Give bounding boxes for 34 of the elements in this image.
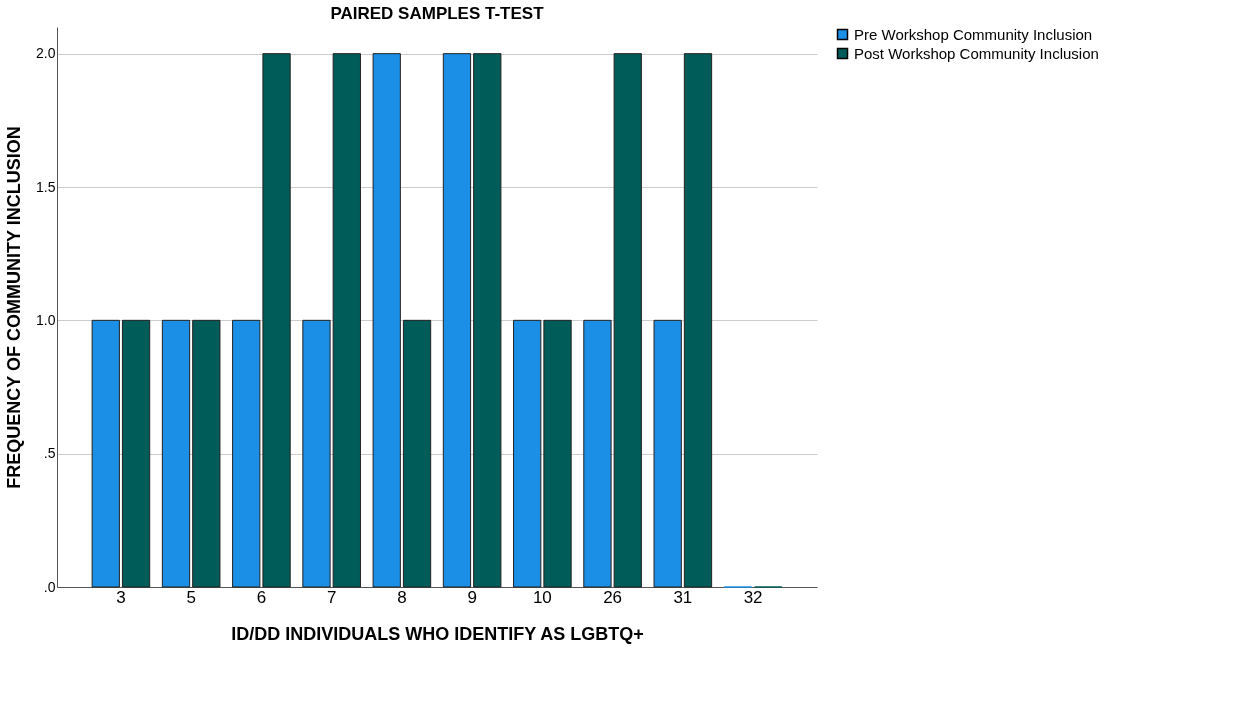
- bar: [332, 53, 361, 588]
- y-tick-label: .0: [43, 578, 56, 595]
- x-tick-label: 8: [397, 587, 407, 607]
- bar: [91, 319, 120, 588]
- x-tick-label: 9: [467, 587, 477, 607]
- legend-label: Post Workshop Community Inclusion: [854, 44, 1099, 62]
- bar: [161, 319, 191, 588]
- bar: [442, 53, 472, 588]
- bar: [653, 319, 682, 588]
- y-tick-label: 1.5: [36, 178, 56, 195]
- bar: [402, 319, 432, 588]
- y-axis-title: FREQUENCY OF COMMUNITY INCLUSION: [4, 126, 25, 489]
- bar: [192, 319, 221, 588]
- bar: [121, 319, 151, 588]
- x-tick-label: 3: [116, 587, 126, 607]
- x-tick-label: 10: [532, 587, 552, 607]
- chart-title: PAIRED SAMPLES T-TEST: [330, 4, 545, 23]
- x-tick-label: 5: [186, 587, 196, 607]
- bar: [683, 53, 713, 588]
- x-tick-label: 32: [743, 587, 763, 607]
- y-tick-label: 2.0: [36, 45, 56, 62]
- bar: [513, 319, 542, 588]
- legend-label: Pre Workshop Community Inclusion: [854, 25, 1093, 43]
- x-tick-label: 31: [673, 587, 693, 607]
- y-tick-label: .5: [43, 445, 56, 462]
- bar: [372, 53, 401, 588]
- x-tick-label: 26: [603, 587, 623, 607]
- y-tick-label: 1.0: [36, 311, 56, 328]
- x-tick-label: 7: [326, 587, 337, 607]
- bar: [302, 319, 331, 588]
- x-axis-title: ID/DD INDIVIDUALS WHO IDENTIFY AS LGBTQ+: [231, 623, 644, 644]
- x-tick-label: 6: [256, 587, 267, 607]
- bar: [473, 53, 502, 588]
- bar: [543, 319, 572, 588]
